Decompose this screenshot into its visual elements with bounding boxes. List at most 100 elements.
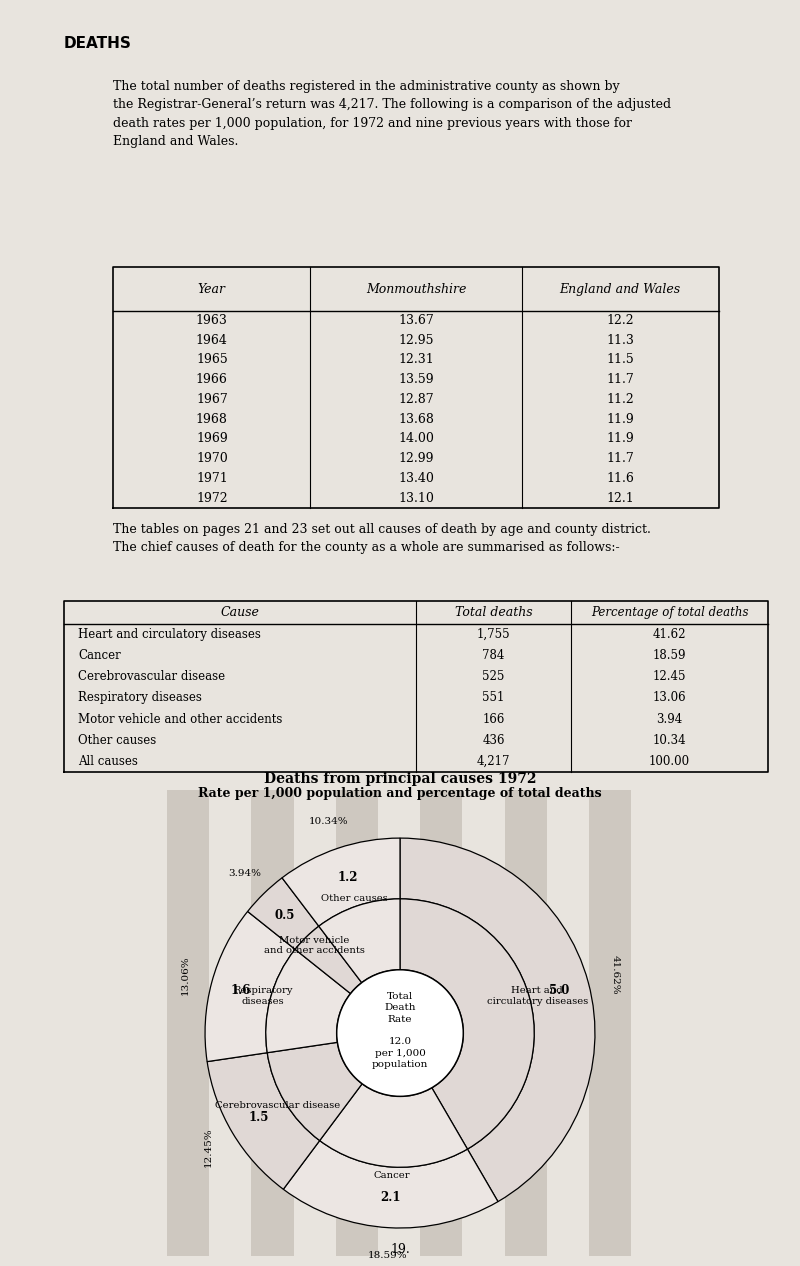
Text: 1970: 1970 bbox=[196, 452, 228, 465]
Text: 100.00: 100.00 bbox=[649, 755, 690, 768]
Text: 12.31: 12.31 bbox=[398, 353, 434, 366]
Text: 166: 166 bbox=[482, 713, 505, 725]
Text: Cancer: Cancer bbox=[374, 1171, 410, 1180]
FancyBboxPatch shape bbox=[505, 790, 547, 1256]
Text: The tables on pages 21 and 23 set out all causes of death by age and county dist: The tables on pages 21 and 23 set out al… bbox=[114, 523, 651, 555]
Wedge shape bbox=[400, 838, 595, 1201]
FancyBboxPatch shape bbox=[336, 790, 378, 1256]
Text: 1972: 1972 bbox=[196, 491, 228, 505]
Text: 11.7: 11.7 bbox=[606, 373, 634, 386]
Text: Respiratory diseases: Respiratory diseases bbox=[78, 691, 202, 704]
Text: Year: Year bbox=[198, 282, 226, 295]
Text: 13.06%: 13.06% bbox=[180, 956, 190, 995]
Text: DEATHS: DEATHS bbox=[64, 37, 132, 52]
Text: 1969: 1969 bbox=[196, 433, 228, 446]
Wedge shape bbox=[282, 838, 400, 927]
Text: 436: 436 bbox=[482, 734, 505, 747]
FancyBboxPatch shape bbox=[420, 790, 462, 1256]
Text: 1.2: 1.2 bbox=[338, 871, 358, 884]
Text: 11.7: 11.7 bbox=[606, 452, 634, 465]
Text: 5.0: 5.0 bbox=[549, 984, 569, 996]
Text: 1,755: 1,755 bbox=[477, 628, 510, 641]
Text: 3.94%: 3.94% bbox=[228, 870, 261, 879]
Text: 784: 784 bbox=[482, 649, 505, 662]
Text: 13.40: 13.40 bbox=[398, 472, 434, 485]
Text: 18.59: 18.59 bbox=[653, 649, 686, 662]
Text: Total
Death
Rate

12.0
per 1,000
population: Total Death Rate 12.0 per 1,000 populati… bbox=[372, 991, 428, 1070]
Text: 3.94: 3.94 bbox=[656, 713, 682, 725]
Text: 525: 525 bbox=[482, 670, 505, 684]
Text: 14.00: 14.00 bbox=[398, 433, 434, 446]
Text: 10.34: 10.34 bbox=[653, 734, 686, 747]
Text: 19.: 19. bbox=[390, 1243, 410, 1256]
Text: 1968: 1968 bbox=[196, 413, 228, 425]
Text: 41.62: 41.62 bbox=[653, 628, 686, 641]
Text: Other causes: Other causes bbox=[78, 734, 156, 747]
Text: 11.5: 11.5 bbox=[606, 353, 634, 366]
Text: Motor vehicle
and other accidents: Motor vehicle and other accidents bbox=[264, 936, 365, 955]
Text: Cause: Cause bbox=[221, 606, 259, 619]
Text: 11.9: 11.9 bbox=[606, 433, 634, 446]
Text: 1964: 1964 bbox=[196, 334, 228, 347]
Text: 18.59%: 18.59% bbox=[367, 1251, 407, 1260]
Text: Percentage of total deaths: Percentage of total deaths bbox=[590, 606, 748, 619]
FancyBboxPatch shape bbox=[251, 790, 294, 1256]
Text: Deaths from principal causes 1972: Deaths from principal causes 1972 bbox=[264, 772, 536, 786]
Text: Heart and
circulatory diseases: Heart and circulatory diseases bbox=[486, 986, 588, 1005]
Wedge shape bbox=[248, 877, 319, 950]
Wedge shape bbox=[319, 899, 400, 982]
Text: 11.9: 11.9 bbox=[606, 413, 634, 425]
Text: Cancer: Cancer bbox=[78, 649, 121, 662]
Text: 2.1: 2.1 bbox=[380, 1191, 401, 1204]
Text: Total deaths: Total deaths bbox=[454, 606, 532, 619]
FancyBboxPatch shape bbox=[167, 790, 210, 1256]
Wedge shape bbox=[295, 927, 362, 994]
Text: 13.68: 13.68 bbox=[398, 413, 434, 425]
Text: Cerebrovascular disease: Cerebrovascular disease bbox=[78, 670, 226, 684]
Text: 1.6: 1.6 bbox=[231, 984, 251, 996]
Wedge shape bbox=[400, 899, 534, 1150]
Text: 13.67: 13.67 bbox=[398, 314, 434, 327]
Text: 12.99: 12.99 bbox=[398, 452, 434, 465]
Text: The total number of deaths registered in the administrative county as shown by
t: The total number of deaths registered in… bbox=[114, 80, 671, 148]
Text: 12.2: 12.2 bbox=[606, 314, 634, 327]
Text: 13.06: 13.06 bbox=[653, 691, 686, 704]
Text: 12.95: 12.95 bbox=[398, 334, 434, 347]
Text: 13.10: 13.10 bbox=[398, 491, 434, 505]
Text: 11.3: 11.3 bbox=[606, 334, 634, 347]
Text: Cerebrovascular disease: Cerebrovascular disease bbox=[215, 1101, 341, 1110]
Text: 13.59: 13.59 bbox=[398, 373, 434, 386]
Text: 1.5: 1.5 bbox=[249, 1110, 269, 1124]
Text: Heart and circulatory diseases: Heart and circulatory diseases bbox=[78, 628, 261, 641]
Text: 1967: 1967 bbox=[196, 392, 228, 406]
Wedge shape bbox=[267, 1042, 362, 1141]
Wedge shape bbox=[283, 1141, 498, 1228]
Text: Monmouthshire: Monmouthshire bbox=[366, 282, 466, 295]
Text: 551: 551 bbox=[482, 691, 505, 704]
Text: 0.5: 0.5 bbox=[275, 909, 295, 922]
Text: 12.1: 12.1 bbox=[606, 491, 634, 505]
Text: 4,217: 4,217 bbox=[477, 755, 510, 768]
Text: 41.62%: 41.62% bbox=[610, 956, 620, 995]
Text: 11.6: 11.6 bbox=[606, 472, 634, 485]
Text: 12.87: 12.87 bbox=[398, 392, 434, 406]
FancyBboxPatch shape bbox=[589, 790, 631, 1256]
Text: Rate per 1,000 population and percentage of total deaths: Rate per 1,000 population and percentage… bbox=[198, 787, 602, 800]
Wedge shape bbox=[207, 1053, 320, 1189]
Text: Respiratory
diseases: Respiratory diseases bbox=[233, 986, 293, 1005]
Text: All causes: All causes bbox=[78, 755, 138, 768]
Text: 1965: 1965 bbox=[196, 353, 228, 366]
Text: 12.45: 12.45 bbox=[653, 670, 686, 684]
Wedge shape bbox=[266, 950, 350, 1053]
Text: 11.2: 11.2 bbox=[606, 392, 634, 406]
Wedge shape bbox=[320, 1084, 467, 1167]
Text: 1971: 1971 bbox=[196, 472, 228, 485]
Text: Motor vehicle and other accidents: Motor vehicle and other accidents bbox=[78, 713, 282, 725]
Wedge shape bbox=[205, 912, 295, 1062]
Text: Other causes: Other causes bbox=[322, 894, 388, 903]
Text: 12.45%: 12.45% bbox=[204, 1128, 213, 1167]
Text: 1963: 1963 bbox=[196, 314, 228, 327]
Text: 1966: 1966 bbox=[196, 373, 228, 386]
Text: 10.34%: 10.34% bbox=[309, 818, 349, 827]
Circle shape bbox=[337, 970, 463, 1096]
